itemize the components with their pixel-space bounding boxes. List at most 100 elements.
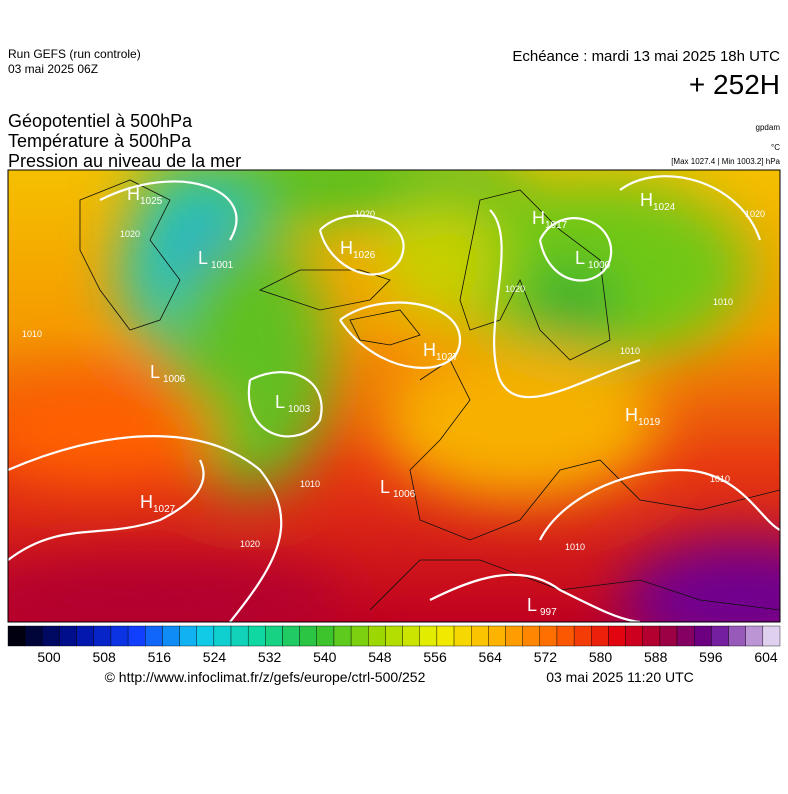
temperature-field [8, 170, 780, 622]
colorbar-swatch [368, 625, 386, 647]
colorbar-swatch [385, 625, 403, 647]
isobar-label: 1020 [120, 229, 140, 239]
colorbar-tick-label: 508 [92, 649, 116, 665]
isobar-label: 1020 [240, 539, 260, 549]
isobar-label: 1010 [710, 474, 730, 484]
source-url: © http://www.infoclimat.fr/z/gefs/europe… [105, 669, 426, 685]
colorbar-swatch [247, 625, 266, 647]
center-letter: H [140, 492, 153, 512]
colorbar-tick-label: 532 [258, 649, 282, 665]
center-value: 1000 [588, 260, 611, 271]
colorbar-swatch [24, 625, 43, 647]
colorbar-tick-label: 516 [148, 649, 172, 665]
colorbar-swatch [659, 625, 678, 647]
colorbar-swatch [556, 625, 575, 647]
colorbar-swatch [573, 625, 592, 647]
colorbar-swatch [642, 625, 661, 647]
colorbar-swatch [299, 625, 317, 647]
colorbar-tick-label: 548 [368, 649, 392, 665]
isobar-label: 1020 [745, 209, 765, 219]
isobar-label: 1010 [22, 329, 42, 339]
center-letter: L [380, 477, 390, 497]
colorbar-tick-label: 556 [423, 649, 447, 665]
center-letter: H [532, 208, 545, 228]
colorbar-swatch [488, 625, 506, 647]
isobar-label: 1020 [355, 209, 375, 219]
colorbar-swatch [522, 625, 541, 647]
center-value: 1019 [638, 417, 661, 428]
colorbar-swatch [76, 625, 94, 647]
colorbar-swatch [453, 625, 472, 647]
center-value: 1027 [153, 504, 176, 515]
colorbar-swatch [93, 625, 112, 647]
issue-date: 03 mai 2025 11:20 UTC [546, 669, 694, 685]
center-value: 997 [540, 607, 557, 618]
colorbar-tick-label: 580 [589, 649, 613, 665]
colorbar-swatch [213, 625, 232, 647]
title: Géopotentiel à 500hPa [8, 111, 193, 131]
title: Température à 500hPa [8, 131, 192, 151]
colorbar-tick-label: 500 [37, 649, 61, 665]
colorbar-swatch [350, 625, 369, 647]
isobar-label: 1010 [565, 542, 585, 552]
colorbar-swatch [436, 625, 455, 647]
center-letter: H [423, 340, 436, 360]
center-letter: L [150, 362, 160, 382]
colorbar-swatch [676, 625, 695, 647]
colorbar: 500 508 516 524 532 540 548 556 564 572 580 588 596 6… [7, 625, 781, 665]
center-value: 1026 [353, 250, 376, 261]
colorbar-tick-label: 572 [534, 649, 558, 665]
colorbar-tick-label: 596 [699, 649, 723, 665]
title: Pression au niveau de la mer [8, 151, 241, 171]
lead-time: + 252H [689, 69, 780, 100]
colorbar-swatch [59, 625, 77, 647]
colorbar-swatch [711, 625, 729, 647]
colorbar-swatch [505, 625, 523, 647]
unit: °C [771, 143, 780, 152]
isobar-label: 1010 [300, 479, 320, 489]
colorbar-swatch [694, 625, 712, 647]
isobar-label: 1020 [505, 284, 525, 294]
colorbar-swatch [402, 625, 420, 647]
center-letter: H [640, 190, 653, 210]
colorbar-swatch [745, 625, 764, 647]
colorbar-swatch [728, 625, 746, 647]
center-letter: H [127, 184, 140, 204]
center-letter: L [275, 392, 285, 412]
colorbar-swatch [145, 625, 163, 647]
center-letter: H [340, 238, 353, 258]
center-value: 1027 [436, 352, 459, 363]
center-value: 1001 [211, 260, 234, 271]
colorbar-swatch [333, 625, 352, 647]
colorbar-swatch [196, 625, 215, 647]
center-value: 1024 [653, 202, 676, 213]
isobars [8, 175, 780, 622]
center-value: 1025 [140, 196, 163, 207]
colorbar-swatch [127, 625, 146, 647]
center-value: 1006 [163, 374, 186, 385]
echeance: Echéance : mardi 13 mai 2025 18h UTC [512, 48, 780, 65]
center-letter: L [527, 595, 537, 615]
isobar-label: 1010 [713, 297, 733, 307]
center-value: 1003 [288, 404, 311, 415]
colorbar-swatch [316, 625, 335, 647]
colorbar-swatch [7, 625, 26, 647]
run-date: 03 mai 2025 06Z [8, 62, 98, 76]
colorbar-swatch [265, 625, 283, 647]
colorbar-swatch [625, 625, 643, 647]
colorbar-tick-label: 540 [313, 649, 337, 665]
colorbar-swatch [179, 625, 197, 647]
colorbar-swatch [762, 625, 781, 647]
colorbar-swatch [42, 625, 60, 647]
colorbar-swatch [230, 625, 249, 647]
colorbar-tick-label: 564 [479, 649, 503, 665]
run-label: Run GEFS (run controle) [8, 47, 141, 61]
center-letter: L [575, 248, 585, 268]
colorbar-tick-label: 524 [203, 649, 227, 665]
unit: gpdam [756, 123, 781, 132]
map-frame [7, 169, 781, 623]
colorbar-swatch [162, 625, 180, 647]
colorbar-tick-label: 604 [754, 649, 778, 665]
